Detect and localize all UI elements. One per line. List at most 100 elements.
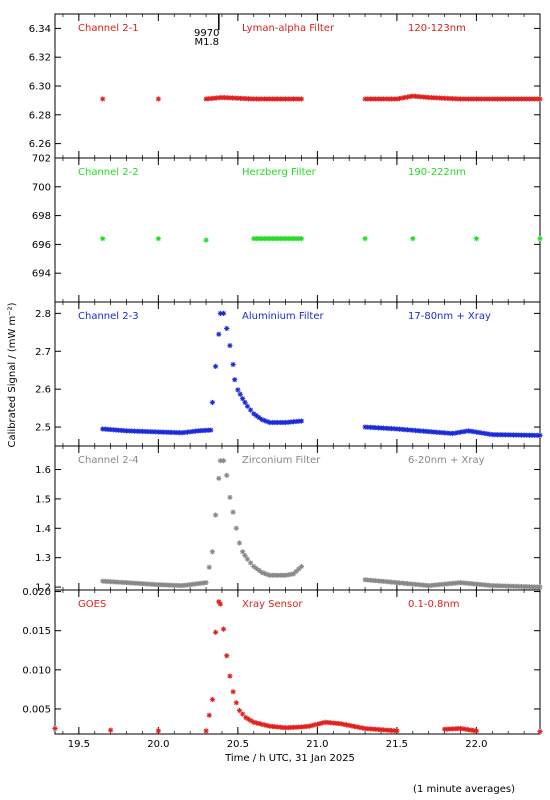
panel-4-sample [365, 577, 371, 583]
panel-4-sample [145, 581, 151, 587]
panel-5-point-18 [298, 724, 305, 730]
panel-3-sample [275, 419, 281, 426]
panel-1-sample [296, 96, 302, 102]
panel-1-sample [510, 96, 517, 102]
panel-4-point-15 [240, 549, 246, 555]
panel-4-sample [396, 580, 403, 586]
panel-1-band-label: 120-123nm [408, 23, 466, 34]
panel-3-sample [529, 432, 535, 438]
panel-1-sample [505, 96, 511, 102]
panel-5-sample [248, 718, 254, 724]
panel-5-sample [245, 716, 252, 722]
panel-1-sample [423, 94, 429, 100]
panel-5-sample [375, 726, 381, 733]
panel-1-sample [471, 96, 477, 102]
panel-3-sample [463, 428, 469, 434]
panel-4-sample [479, 582, 485, 588]
panel-5-sample [349, 723, 355, 729]
panel-1-sample [378, 96, 384, 102]
panel-5-sample [301, 724, 307, 730]
panel-4-frame [54, 445, 541, 591]
panel-3-sample [370, 424, 376, 431]
panel-1-sample [418, 94, 424, 100]
panel-5-sample [383, 727, 389, 733]
panel-4-sample [261, 570, 267, 576]
panel-3-sample [242, 399, 248, 406]
panel-1-sample [502, 96, 509, 102]
panel-3-sample [269, 419, 275, 426]
panel-5-sample [285, 725, 291, 731]
panel-2-sample [253, 236, 260, 242]
panel-5-ytick-label-3: 0.020 [22, 587, 51, 598]
panel-3-sample [118, 427, 124, 434]
panel-5-frame [54, 589, 541, 735]
panel-4-ytick-label-0: 1.2 [35, 583, 51, 594]
panel-2: 694 696 698 700 702 Channel 2-2 Herzberg Filte… [32, 154, 543, 303]
panel-4-point-18 [259, 569, 265, 575]
panel-4-sample [118, 579, 124, 585]
panel-4-sample [171, 582, 177, 588]
panel-5-sample [269, 723, 275, 730]
panel-1-sample [269, 96, 275, 102]
panel-3-sample [237, 391, 243, 397]
panel-2-sample [275, 236, 281, 242]
panel-5-sample [206, 712, 212, 718]
panel-5-sample [373, 726, 379, 732]
panel-1-point-8 [410, 93, 416, 99]
panel-1-sample [235, 95, 241, 101]
panel-1-sample [375, 96, 381, 102]
panel-1-sample [264, 96, 270, 102]
panel-1-point-10 [457, 96, 464, 102]
panel-5-sample [365, 726, 371, 732]
panel-3-point-7 [213, 363, 219, 370]
panel-2-ytick-label-4: 702 [32, 154, 51, 165]
panel-4-point-26 [457, 580, 464, 586]
panel-1-series [100, 93, 543, 102]
panel-3-sample [423, 428, 429, 434]
panel-4: 1.2 1.3 1.4 1.5 1.6 Channel 2-4 Zirconium Filt… [35, 445, 543, 594]
panel-1-sample [285, 96, 291, 102]
panel-4-sample [434, 582, 440, 588]
panel-4-sample [500, 583, 506, 589]
panel-4-sample [147, 581, 154, 587]
panel-1-filter-label: Lyman-alpha Filter [242, 23, 335, 34]
panel-3-sample [247, 407, 254, 413]
panel-3-sample [388, 426, 395, 432]
panel-5-sample [259, 721, 265, 727]
panel-1-sample [370, 96, 376, 102]
panel-1-ytick-label-3: 6.32 [29, 53, 51, 64]
panel-4-sample [471, 581, 477, 587]
panel-4-sample [129, 580, 135, 586]
panel-3-filter-label: Aluminium Filter [242, 311, 325, 322]
panel-1-sample [518, 96, 525, 102]
panel-1-point-1 [155, 96, 161, 102]
panel-4-sample [139, 581, 146, 587]
panel-3-sample [534, 432, 540, 438]
panel-3-sample [187, 429, 193, 435]
panel-5-sample [330, 720, 336, 726]
panel-2-sample [269, 236, 275, 242]
panel-4-point-20 [282, 572, 289, 578]
panel-4-ytick-label-3: 1.5 [35, 494, 51, 505]
panel-4-sample [184, 582, 191, 588]
panel-2-sample [285, 236, 291, 242]
panel-3-sample [391, 426, 397, 432]
panel-3-sample [460, 429, 466, 435]
panel-3-sample [402, 427, 408, 433]
panel-4-point-16 [244, 556, 251, 562]
panel-3-sample [142, 428, 148, 435]
panel-5-sample [264, 722, 270, 729]
panels: 6.26 6.28 6.30 6.32 6.34 Channel 2-1 Lyman-alp… [22, 13, 543, 735]
panel-1-ytick-label-2: 6.30 [29, 82, 51, 93]
panel-5-sample [452, 726, 458, 732]
panel-3-sample [365, 424, 371, 430]
panel-3-sample [288, 419, 294, 425]
panel-3-sample [373, 425, 379, 431]
panel-4-sample [455, 580, 461, 586]
panel-3-sample [105, 426, 111, 432]
panel-3-sample [447, 430, 453, 436]
panel-1-sample [529, 96, 535, 102]
panel-3-point-27 [465, 428, 472, 434]
panel-5-sample [256, 720, 262, 727]
